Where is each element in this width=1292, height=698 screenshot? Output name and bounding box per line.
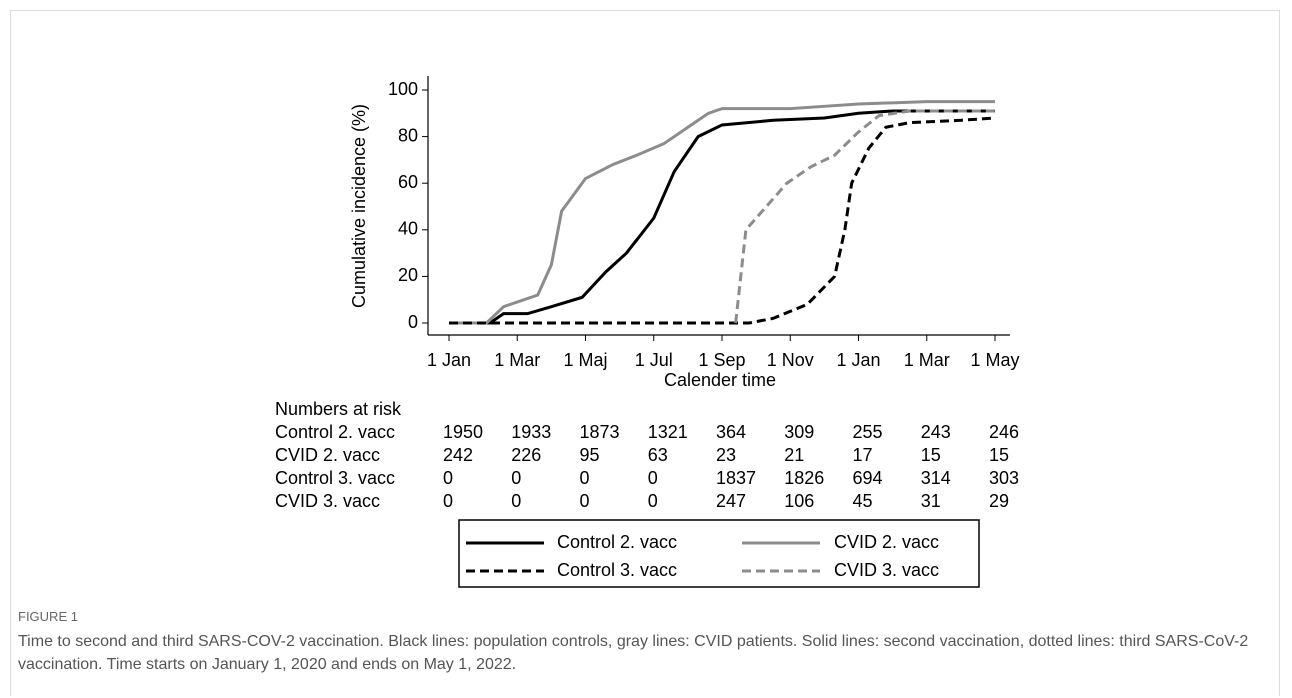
risk-value: 0 [443,468,453,488]
risk-value: 17 [853,445,873,465]
risk-value: 45 [853,491,873,511]
x-tick-label: 1 Jan [427,350,471,370]
risk-value: 0 [648,491,658,511]
risk-value: 314 [921,468,951,488]
y-tick-label: 80 [398,125,418,145]
risk-value: 1826 [784,468,824,488]
x-tick-label: 1 Sep [698,350,745,370]
series-line [449,109,995,325]
risk-value: 226 [511,445,541,465]
y-tick-label: 0 [408,312,418,332]
risk-value: 0 [580,491,590,511]
y-tick-label: 100 [388,79,418,99]
risk-value: 0 [443,491,453,511]
risk-value: 63 [648,445,668,465]
risk-value: 15 [989,445,1009,465]
risk-value: 255 [853,422,883,442]
risk-value: 1873 [580,422,620,442]
figure-card [10,10,1280,696]
risk-row-label: Control 2. vacc [275,422,395,442]
risk-value: 0 [511,468,521,488]
risk-value: 1933 [511,422,551,442]
series-line [734,109,995,324]
y-tick-label: 60 [398,172,418,192]
y-axis-label: Cumulative incidence (%) [349,104,369,308]
risk-value: 0 [511,491,521,511]
risk-value: 242 [443,445,473,465]
risk-row-label: CVID 2. vacc [275,445,380,465]
y-tick-label: 20 [398,265,418,285]
x-tick-label: 1 May [970,350,1019,370]
risk-value: 0 [648,468,658,488]
chart: Cumulative incidence (%) Calender time N… [275,76,1020,588]
x-tick-label: 1 Mar [904,350,950,370]
risk-table-title: Numbers at risk [275,399,402,419]
risk-value: 29 [989,491,1009,511]
risk-value: 364 [716,422,746,442]
risk-row-label: CVID 3. vacc [275,491,380,511]
risk-value: 15 [921,445,941,465]
x-tick-label: 1 Mar [494,350,540,370]
risk-value: 95 [580,445,600,465]
legend-label: CVID 3. vacc [834,560,939,580]
series-line [449,100,995,325]
risk-value: 309 [784,422,814,442]
risk-value: 303 [989,468,1019,488]
risk-value: 31 [921,491,941,511]
y-tick-label: 40 [398,219,418,239]
legend-label: CVID 2. vacc [834,532,939,552]
risk-value: 243 [921,422,951,442]
risk-value: 21 [784,445,804,465]
risk-value: 247 [716,491,746,511]
legend-label: Control 2. vacc [557,532,677,552]
risk-value: 1837 [716,468,756,488]
risk-value: 1950 [443,422,483,442]
legend-label: Control 3. vacc [557,560,677,580]
x-tick-label: 1 Jul [635,350,673,370]
x-axis-label: Calender time [664,370,776,390]
risk-value: 23 [716,445,736,465]
series-line [449,116,996,325]
caption-label: FIGURE 1 [18,609,78,624]
x-tick-label: 1 Maj [563,350,607,370]
x-tick-label: 1 Nov [767,350,814,370]
x-tick-label: 1 Jan [836,350,880,370]
risk-value: 0 [580,468,590,488]
risk-row-label: Control 3. vacc [275,468,395,488]
caption-text: Time to second and third SARS-COV-2 vacc… [18,633,1249,673]
risk-value: 1321 [648,422,688,442]
risk-value: 694 [853,468,883,488]
risk-value: 106 [784,491,814,511]
legend-box [458,519,980,588]
risk-value: 246 [989,422,1019,442]
